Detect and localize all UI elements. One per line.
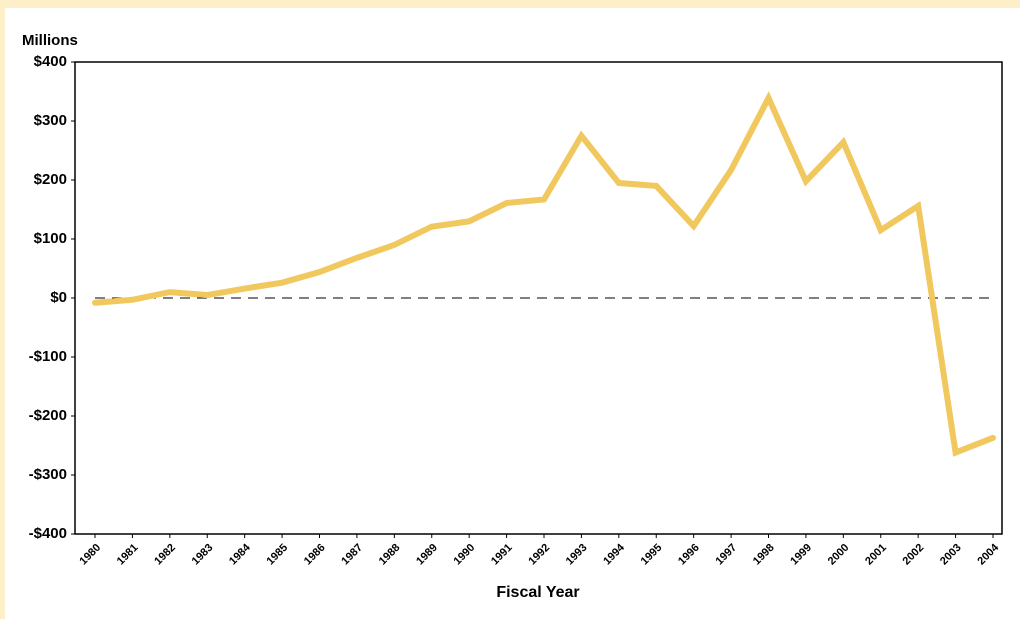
x-tick-label: 1997: [713, 542, 739, 568]
x-tick-label: 1996: [676, 542, 702, 568]
x-tick-label: 2004: [975, 541, 1001, 567]
x-tick-label: 1980: [77, 542, 103, 568]
x-tick-label: 2003: [938, 542, 964, 568]
frame: [5, 8, 1020, 619]
y-tick-label: $400: [34, 53, 67, 70]
x-tick-label: 1985: [264, 542, 290, 568]
x-tick-label: 1983: [190, 542, 216, 568]
line: [92, 91, 996, 457]
x-tick-label: 1987: [339, 542, 365, 568]
x-tick-label: 1992: [526, 542, 552, 568]
y-tick-label: $200: [34, 171, 67, 188]
x-tick-label: 1988: [377, 542, 403, 568]
x-tick-label: 1984: [227, 541, 253, 567]
y-tick-label: -$300: [29, 466, 67, 483]
x-tick-label: 1982: [152, 542, 178, 568]
x-tick-label: 1994: [601, 541, 627, 567]
x-tick-label: 1999: [788, 542, 814, 568]
x-tick-label: 1991: [489, 542, 515, 568]
x-tick-label: 1995: [639, 542, 665, 568]
x-tick-label: 2000: [826, 542, 852, 568]
x-tick-label: 1989: [414, 542, 440, 568]
x-tick-label: 1998: [751, 542, 777, 568]
y-tick-label: $100: [34, 230, 67, 247]
x-tick-label: 2002: [901, 542, 927, 568]
x-tick-label: 1993: [564, 542, 590, 568]
x-axis-label: Fiscal Year: [496, 584, 579, 601]
x-tick-label: 1990: [452, 542, 478, 568]
x-tick-label: 2001: [863, 542, 889, 568]
x-tick-label: 1981: [115, 542, 141, 568]
y-tick-label: -$200: [29, 407, 67, 424]
y-tick-label: -$100: [29, 348, 67, 365]
y-tick-label: -$400: [29, 525, 67, 542]
x-tick-label: 1986: [302, 542, 328, 568]
y-tick-label: $300: [34, 112, 67, 129]
y-tick-label: $0: [50, 289, 67, 306]
y-axis-label: Millions: [22, 32, 78, 49]
